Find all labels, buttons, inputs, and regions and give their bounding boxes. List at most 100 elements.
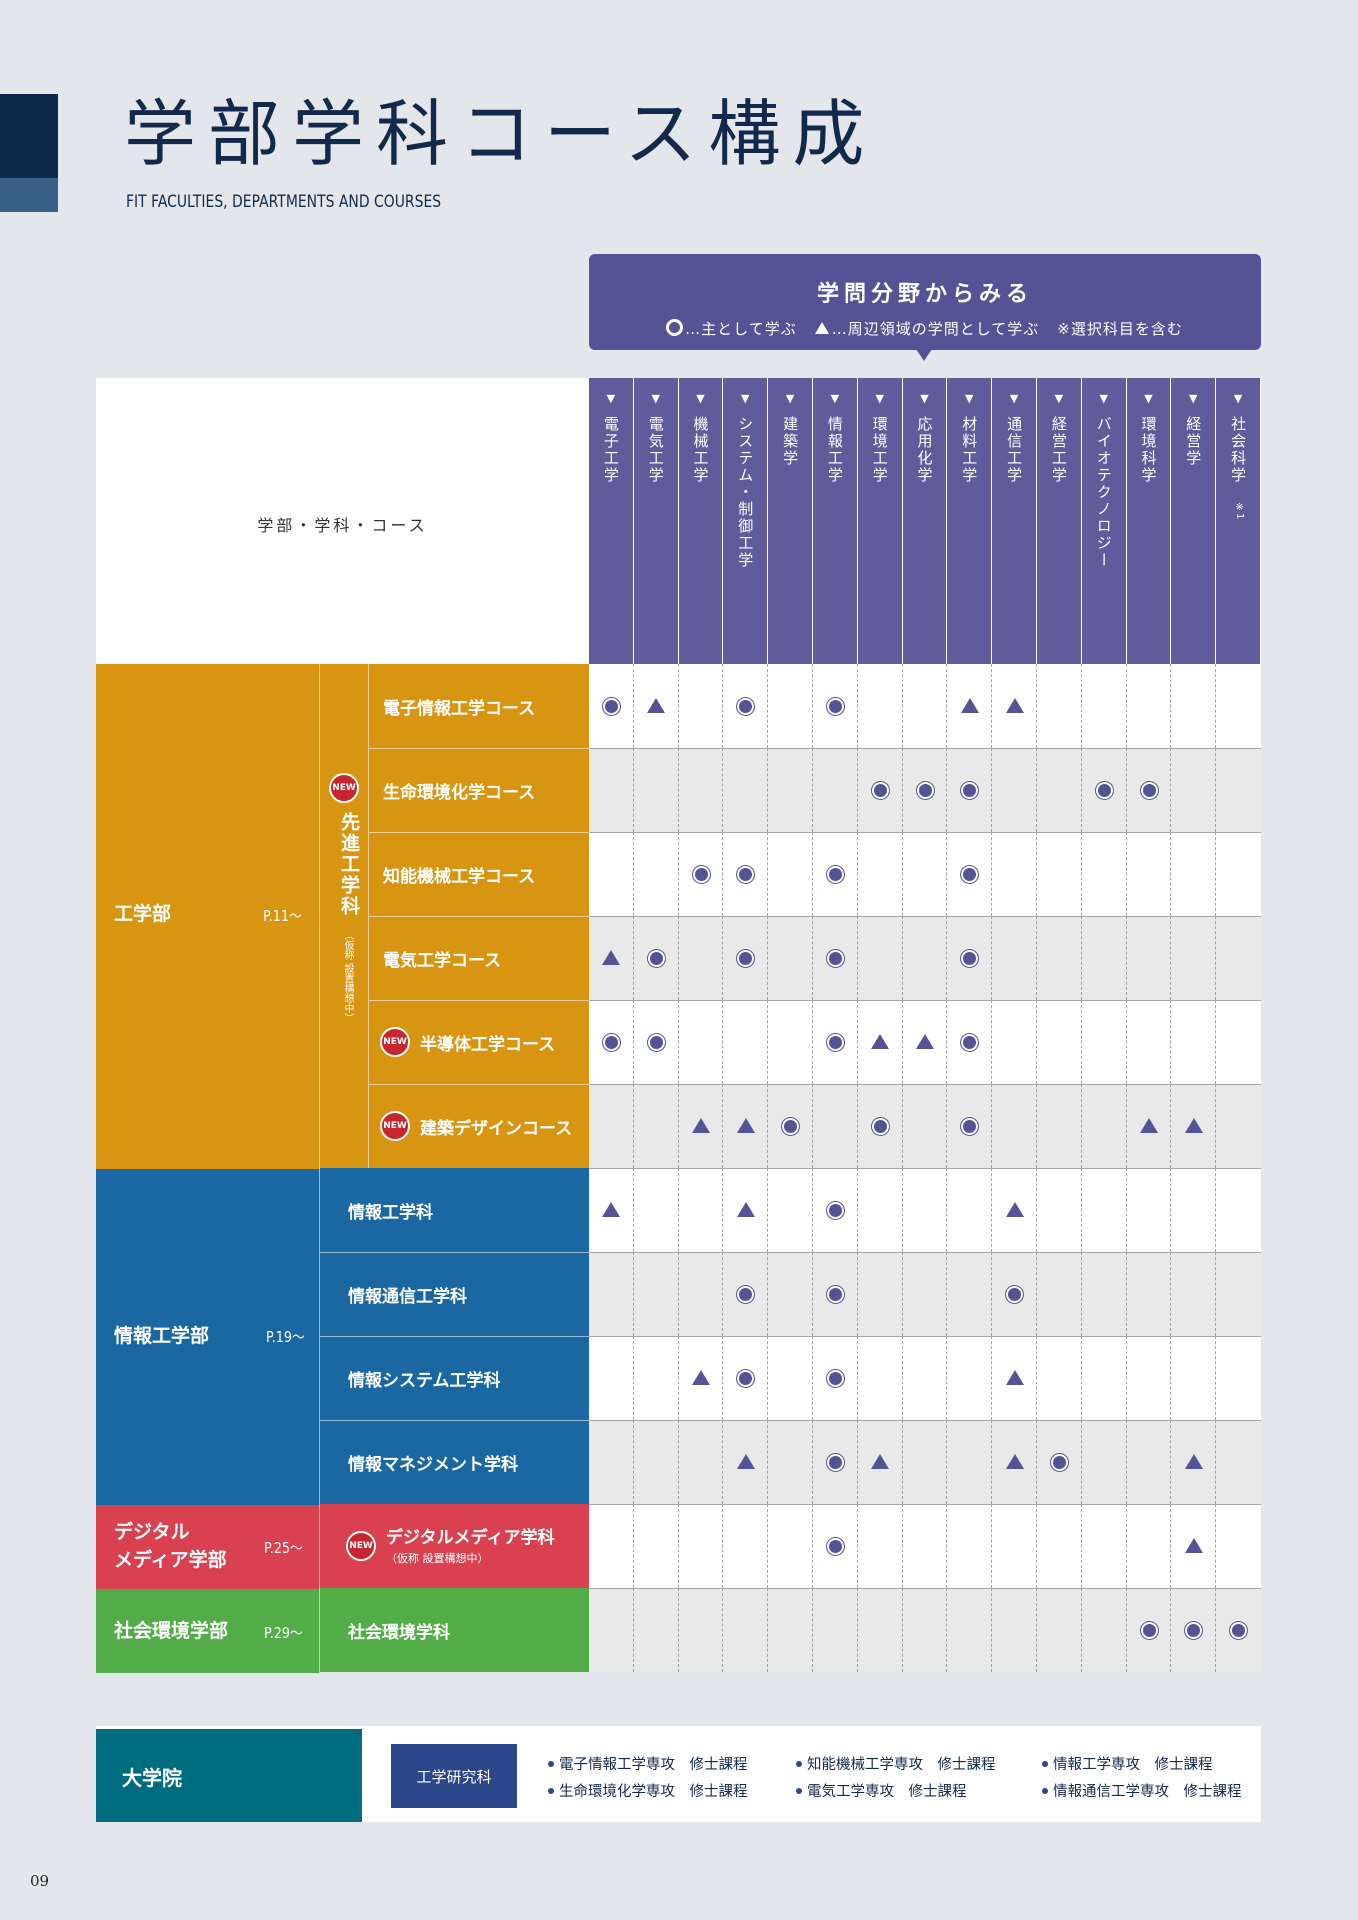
down-triangle-icon: ▼ [1009,392,1019,405]
banner-pointer-icon [916,349,932,361]
legend-sub: …周辺領域の学問として学ぶ [814,318,1040,339]
double-circle-icon [739,699,753,713]
double-circle-icon [667,320,683,335]
divider [369,748,589,749]
row-divider [589,1000,1261,1001]
double-circle-icon [604,1035,618,1049]
matrix-cell [1037,1252,1082,1336]
matrix-cell [902,832,948,916]
graduate-item-text: 電気工学専攻 修士課程 [807,1784,967,1800]
double-circle-icon [1097,783,1111,797]
double-circle-icon [963,1035,977,1049]
matrix-cell [1216,748,1261,832]
matrix-cell [633,1084,679,1168]
graduate-item: 電子情報工学専攻 修士課程 [548,1753,748,1774]
new-badge: NEW [329,773,359,803]
row-label: 生命環境化学コース [383,783,536,803]
triangle-icon [916,1034,934,1049]
matrix-cell [857,664,903,748]
double-circle-icon [873,783,887,797]
row-label: デジタルメディア学科 [386,1528,555,1548]
row-label: 情報システム工学科 [348,1371,501,1391]
axis-legend: …主として学ぶ …周辺領域の学問として学ぶ ※選択科目を含む [589,318,1261,339]
matrix-cell [589,1588,634,1672]
matrix-cell [947,1588,993,1672]
bullet-icon [1042,1761,1048,1767]
faculty-digital-name: デジタル メディア学部 [114,1521,227,1571]
matrix-cell [678,916,724,1000]
matrix-cell [678,748,724,832]
matrix-cell [1126,1504,1172,1588]
axis-banner: 学問分野からみる …主として学ぶ …周辺領域の学問として学ぶ ※選択科目を含む [589,254,1261,350]
graduate-item-text: 情報工学専攻 修士課程 [1053,1757,1213,1773]
new-badge: NEW [346,1531,376,1561]
matrix-cell [902,1168,948,1252]
divider [369,832,589,833]
matrix-cell [678,1504,724,1588]
graduate-school: 工学研究科 [416,1768,492,1786]
triangle-icon [1184,1454,1203,1469]
double-circle-icon [739,1371,753,1385]
column-label: 応用化学 [915,416,934,484]
page-title: 学部学科コース構成 [124,92,877,176]
matrix-cell [1216,1420,1261,1504]
matrix-cell [1216,1168,1261,1252]
matrix-cell [633,1504,679,1588]
triangle-icon [1140,1118,1158,1133]
double-circle-icon [694,867,708,881]
double-circle-icon [1187,1623,1201,1637]
matrix-cell [1126,1420,1172,1504]
down-triangle-icon: ▼ [785,392,795,405]
matrix-cell [1216,1504,1261,1588]
triangle-icon [814,322,829,334]
column-label: 経営工学 [1049,416,1068,484]
row-label-note: （仮称 設置構想中） [386,1552,489,1565]
matrix-cell [768,1336,813,1420]
matrix-cell [768,916,813,1000]
axis-banner-title: 学問分野からみる [816,282,1033,307]
row-label-cell [320,1420,589,1504]
matrix-cell [1216,916,1261,1000]
double-circle-icon [1052,1455,1066,1469]
matrix-cell [857,1168,903,1252]
matrix-cell [857,1336,903,1420]
down-triangle-icon: ▼ [1233,392,1243,405]
double-circle-icon [828,1287,842,1301]
double-circle-icon [649,951,663,965]
double-circle-icon [828,951,842,965]
column-header: ▼ 環境科学 [1126,378,1172,664]
dept-advanced-name: 先進工学科 [338,812,360,917]
double-circle-icon [784,1119,798,1133]
legend-main-text: …主として学ぶ [685,320,797,338]
matrix-cell [902,1588,948,1672]
matrix-cell [633,1588,679,1672]
triangle-icon [871,1454,890,1469]
matrix-cell [1037,916,1082,1000]
legend-sub-text: …周辺領域の学問として学ぶ [831,320,1040,338]
faculty-social-block [96,1589,320,1673]
matrix-cell [947,1168,993,1252]
double-circle-icon [828,1539,842,1553]
matrix-cell [902,1336,948,1420]
down-triangle-icon: ▼ [875,392,884,405]
matrix-cell [1171,1252,1217,1336]
graduate-item-text: 情報通信工学専攻 修士課程 [1053,1784,1242,1800]
matrix-cell [768,1000,813,1084]
matrix-cell [1126,664,1172,748]
column-header: ▼ 情報工学 [813,378,858,664]
matrix-cell [947,1504,993,1588]
double-circle-icon [918,783,932,797]
double-circle-icon [1008,1287,1022,1301]
down-triangle-icon: ▼ [965,392,974,405]
dept-advanced-note: （仮称 設置構想中） [342,930,353,1024]
row-label-cell [320,1336,589,1420]
triangle-icon [1184,1118,1203,1133]
matrix-cell [1037,664,1082,748]
column-label: 経営学 [1184,416,1203,467]
faculty-info-block [96,1169,320,1505]
matrix-cell [723,1504,769,1588]
matrix-cell [1081,1588,1127,1672]
matrix-cell [813,748,858,832]
triangle-icon [960,698,979,713]
matrix-cell [1037,1588,1082,1672]
